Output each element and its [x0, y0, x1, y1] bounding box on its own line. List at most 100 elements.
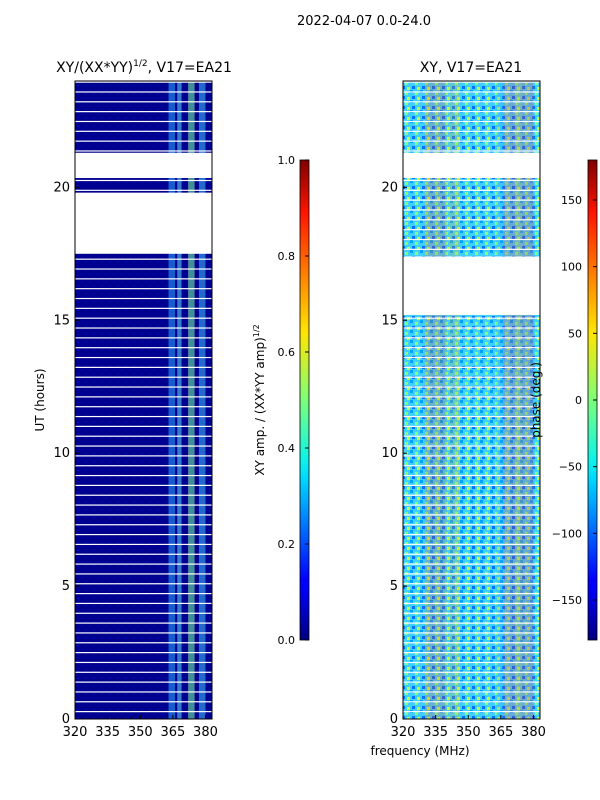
right-flag-line	[403, 347, 540, 349]
right-flag-line	[403, 238, 540, 241]
right-flag-line	[403, 632, 540, 634]
right-feature-band	[496, 81, 504, 719]
left-title-prefix: XY/(XX*YY)	[56, 60, 133, 76]
right-colorbar-tick-label: −100	[552, 527, 582, 540]
left-flag-line	[75, 91, 212, 93]
left-flag-line	[75, 711, 212, 713]
right-flag-line	[403, 455, 540, 457]
right-flag-line	[403, 406, 540, 408]
right-flag-line	[403, 553, 540, 555]
right-flag-line	[403, 356, 540, 359]
left-y-tick-label: 0	[62, 712, 70, 727]
right-y-tick-label: 5	[390, 579, 398, 594]
left-flag-line	[75, 612, 212, 614]
left-flag-line	[75, 337, 212, 339]
right-flag-line	[403, 91, 540, 93]
left-flag-line	[75, 583, 212, 585]
left-y-tick-label: 5	[62, 579, 70, 594]
right-x-tick-label: 365	[488, 725, 513, 740]
left-y-tick-label: 10	[53, 446, 70, 461]
right-flag-line	[403, 199, 540, 201]
right-flag-line	[403, 189, 540, 191]
left-title-suffix: , V17=EA21	[148, 60, 232, 76]
right-colorbar-tick-label: −150	[552, 594, 582, 607]
left-flag-line	[75, 81, 212, 83]
right-flag-line	[403, 652, 540, 654]
left-feature-band	[177, 81, 182, 719]
left-flag-line	[75, 406, 212, 408]
right-flag-line	[403, 711, 540, 713]
right-flag-line	[403, 474, 540, 477]
right-data-gap	[403, 256, 540, 315]
right-feature-band	[424, 81, 447, 719]
left-flag-line	[75, 111, 212, 113]
left-title-exponent: 1/2	[133, 59, 147, 69]
right-flag-line	[403, 179, 540, 182]
right-flag-line	[403, 524, 540, 526]
left-colorbar-tick-label: 0.8	[278, 250, 296, 263]
right-colorbar-label: phase (deg.)	[529, 362, 543, 438]
right-colorbar-tick-label: 100	[561, 261, 582, 274]
right-flag-line	[403, 219, 540, 221]
left-flag-line	[75, 533, 212, 536]
right-flag-line	[403, 229, 540, 231]
left-flag-line	[75, 327, 212, 329]
left-x-tick-label: 335	[95, 725, 120, 740]
right-y-tick-label: 20	[381, 180, 398, 195]
left-flag-line	[75, 701, 212, 703]
right-flag-line	[403, 573, 540, 575]
right-flag-line	[403, 691, 540, 693]
left-flag-line	[75, 356, 212, 359]
left-flag-line	[75, 622, 212, 624]
left-flag-line	[75, 386, 212, 388]
right-flag-line	[403, 494, 540, 496]
left-y-tick-label: 15	[53, 313, 70, 328]
left-flag-line	[75, 602, 212, 605]
left-flag-line	[75, 592, 212, 595]
right-colorbar-tick-label: 150	[561, 194, 582, 207]
right-flag-line	[403, 435, 540, 437]
left-colorbar: 0.0 0.2 0.4 0.6 0.8 1.0 XY amp. / (XX*YY amp)…	[252, 154, 310, 647]
left-feature-band	[188, 81, 195, 719]
right-flag-line	[403, 602, 540, 605]
left-panel: XY/(XX*YY)1/2, V17=EA21 320 335 350 365 380 …	[33, 59, 232, 740]
right-flag-line	[403, 701, 540, 703]
left-flag-line	[75, 258, 212, 260]
left-data-gap	[75, 152, 212, 179]
left-flag-line	[75, 514, 212, 516]
right-panel: XY, V17=EA21 320 335 350 365 380 0 5 10 15 20 fr…	[370, 60, 545, 758]
left-flag-line	[75, 120, 212, 123]
right-flag-line	[403, 425, 540, 427]
right-flag-line	[403, 543, 540, 546]
right-flag-line	[403, 150, 540, 152]
left-flag-line	[75, 130, 212, 132]
left-flag-line	[75, 150, 212, 152]
left-flag-line	[75, 347, 212, 349]
right-flag-line	[403, 642, 540, 644]
right-flag-line	[403, 465, 540, 467]
left-flag-line	[75, 415, 212, 418]
right-flag-line	[403, 327, 540, 329]
left-feature-band	[168, 81, 176, 719]
left-colorbar-gradient	[299, 159, 310, 641]
right-flag-line	[403, 130, 540, 132]
left-flag-line	[75, 494, 212, 496]
figure-suptitle: 2022-04-07 0.0-24.0	[297, 14, 431, 29]
left-flag-line	[75, 179, 212, 182]
left-flag-line	[75, 317, 212, 319]
left-colorbar-label-base: XY amp. / (XX*YY amp)	[253, 337, 267, 475]
left-flag-line	[75, 140, 212, 142]
right-flag-line	[403, 366, 540, 368]
left-flag-line	[75, 524, 212, 526]
right-feature-band	[448, 81, 460, 719]
left-flag-line	[75, 632, 212, 634]
left-flag-line	[75, 553, 212, 555]
left-colorbar-tick-label: 1.0	[278, 154, 296, 167]
right-x-tick-label: 350	[456, 725, 481, 740]
left-flag-line	[75, 474, 212, 477]
x-axis-label: frequency (MHz)	[370, 744, 469, 758]
left-flag-line	[75, 425, 212, 427]
right-flag-line	[403, 504, 540, 506]
right-flag-line	[403, 317, 540, 319]
left-flag-line	[75, 465, 212, 467]
